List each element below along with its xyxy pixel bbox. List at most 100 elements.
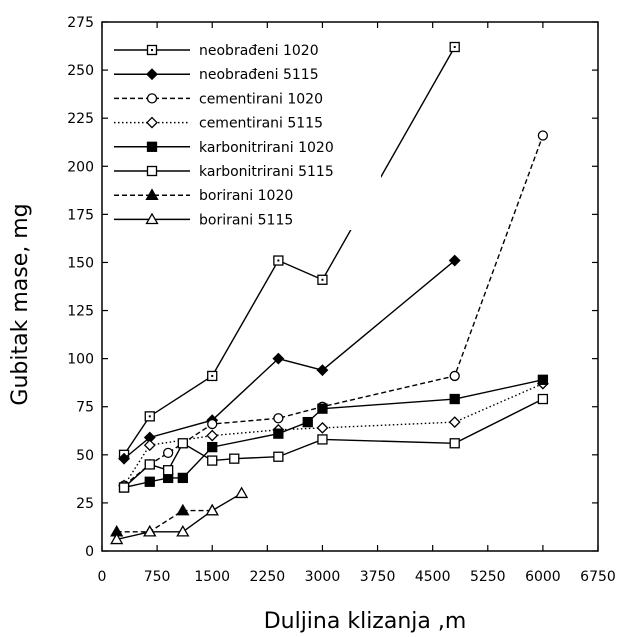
legend-entry: cementirani 5115 [114, 116, 323, 132]
y-tick-label: 25 [76, 496, 94, 512]
x-tick-label: 750 [144, 569, 171, 585]
x-tick-label: 5250 [470, 569, 506, 585]
data-point-dot [321, 278, 324, 281]
data-point [537, 130, 549, 141]
y-tick-label: 75 [76, 400, 94, 416]
series-line [123, 259, 456, 460]
series-line [123, 46, 456, 456]
data-point-dot [211, 374, 214, 377]
data-point [118, 452, 130, 465]
legend: neobrađeni 1020 neobrađeni 5115 cementiran… [111, 34, 381, 230]
legend-entry: borirani 1020 [114, 188, 293, 204]
data-point [537, 393, 549, 405]
y-tick-label: 175 [67, 207, 94, 223]
x-tick-label: 6750 [580, 569, 616, 585]
series-8 [110, 486, 249, 545]
y-tick-label: 100 [67, 352, 94, 368]
legend-label: karbonitrirani 1020 [199, 140, 334, 156]
data-point-dot [277, 259, 280, 262]
legend-label: cementirani 5115 [199, 116, 323, 132]
legend-marker [145, 188, 159, 200]
data-point-dot [148, 415, 151, 418]
legend-marker [146, 116, 158, 129]
x-tick-label: 4500 [415, 569, 451, 585]
data-point [177, 438, 188, 449]
data-point [273, 451, 284, 462]
data-point [162, 447, 174, 459]
data-point [302, 416, 313, 428]
data-point [207, 455, 218, 466]
legend-marker [146, 93, 158, 104]
data-point [317, 434, 328, 445]
data-point [162, 465, 174, 476]
data-point [143, 524, 157, 537]
data-point [448, 254, 461, 267]
data-point [273, 428, 284, 439]
legend-label: cementirani 1020 [199, 91, 323, 107]
data-point [144, 476, 155, 487]
ticks-layer: 0 750 1500 2250 3000 3750 4500 5250 6000 6750 0 25 5… [67, 15, 616, 585]
legend-entry: cementirani 1020 [114, 91, 323, 107]
x-tick-label: 3750 [360, 569, 396, 585]
data-point [144, 459, 155, 470]
data-point [207, 441, 218, 453]
legend-entry: borirani 5115 [114, 212, 293, 228]
y-tick-label: 275 [67, 15, 94, 31]
series-line [116, 509, 213, 533]
y-tick-label: 125 [67, 304, 94, 320]
series-5 [118, 374, 549, 493]
legend-label: neobrađeni 5115 [199, 67, 319, 83]
series-2 [118, 254, 461, 465]
y-tick-label: 225 [67, 111, 94, 127]
data-point [316, 364, 329, 377]
data-point [177, 472, 188, 484]
data-point [316, 421, 329, 434]
series-line [123, 379, 544, 489]
data-point [234, 486, 249, 499]
legend-entry: karbonitrirani 5115 [114, 164, 334, 180]
legend-label: borirani 1020 [199, 188, 293, 204]
data-point [207, 418, 218, 430]
legend-marker-dot [151, 49, 153, 51]
data-point-dot [453, 46, 456, 49]
data-point [448, 416, 461, 429]
series-6 [118, 393, 549, 493]
legend-marker [146, 165, 158, 177]
legend-marker [145, 212, 159, 225]
x-tick-label: 0 [98, 569, 107, 585]
x-tick-label: 3000 [305, 569, 341, 585]
data-point [143, 439, 156, 452]
data-point [176, 524, 190, 537]
legend-entry: neobrađeni 1020 [114, 43, 319, 59]
x-axis-title: Duljina klizanja ,m [264, 609, 467, 634]
x-tick-label: 1500 [194, 569, 230, 585]
y-axis-title: Gubitak mase, mg [8, 203, 33, 405]
legend-entry: karbonitrirani 1020 [114, 140, 334, 156]
data-point [118, 482, 130, 493]
series-layer [110, 41, 549, 545]
plot-frame [101, 21, 599, 552]
legend-marker [146, 68, 158, 81]
data-point [537, 374, 549, 385]
data-point [449, 370, 460, 382]
legend-label: karbonitrirani 5115 [199, 164, 334, 180]
legend-entry: neobrađeni 5115 [114, 67, 319, 83]
y-tick-label: 250 [67, 63, 94, 79]
data-point [206, 429, 219, 442]
data-point [272, 352, 285, 365]
data-point [205, 503, 219, 516]
legend-label: neobrađeni 1020 [199, 43, 319, 59]
y-tick-label: 200 [67, 159, 94, 175]
series-line [123, 398, 544, 489]
data-point [110, 532, 124, 545]
data-point [317, 403, 328, 414]
legend-marker [146, 141, 158, 152]
y-tick-label: 150 [67, 255, 94, 271]
data-point [273, 413, 284, 424]
data-point [449, 438, 460, 449]
series-line [123, 383, 544, 486]
x-tick-label: 2250 [250, 569, 286, 585]
x-tick-label: 6000 [525, 569, 561, 585]
data-point [229, 453, 240, 464]
